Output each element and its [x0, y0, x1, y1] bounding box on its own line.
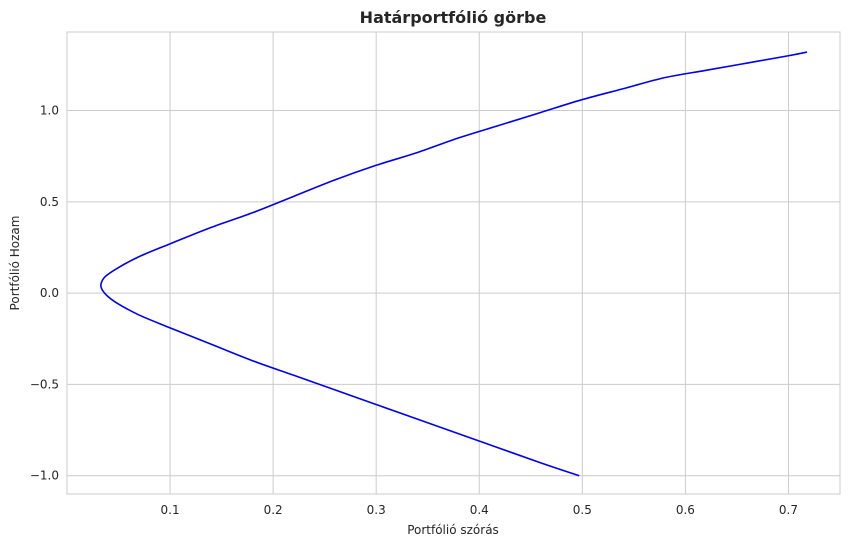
x-axis-label: Portfólió szórás	[407, 523, 499, 537]
y-axis-label: Portfólió Hozam	[8, 216, 22, 311]
x-tick-label: 0.1	[161, 503, 180, 517]
x-tick-label: 0.3	[367, 503, 386, 517]
x-axis-ticks: 0.1 0.2 0.3 0.4 0.5 0.6 0.7	[161, 503, 798, 517]
x-tick-label: 0.7	[779, 503, 798, 517]
x-tick-label: 0.4	[470, 503, 489, 517]
y-tick-label: −1.0	[30, 469, 59, 483]
grid-layer	[67, 32, 840, 494]
y-axis-ticks: −1.0 −0.5 0.0 0.5 1.0	[30, 104, 59, 483]
x-tick-label: 0.2	[264, 503, 283, 517]
y-tick-label: −0.5	[30, 377, 59, 391]
frontier-curve	[99, 51, 808, 477]
y-tick-label: 0.5	[40, 195, 59, 209]
y-tick-label: 1.0	[40, 104, 59, 118]
plot-layer	[99, 51, 808, 477]
x-tick-label: 0.5	[573, 503, 592, 517]
y-tick-label: 0.0	[40, 286, 59, 300]
chart-title: Határportfólió görbe	[360, 8, 547, 27]
x-tick-label: 0.6	[676, 503, 695, 517]
plot-frame	[66, 31, 841, 495]
